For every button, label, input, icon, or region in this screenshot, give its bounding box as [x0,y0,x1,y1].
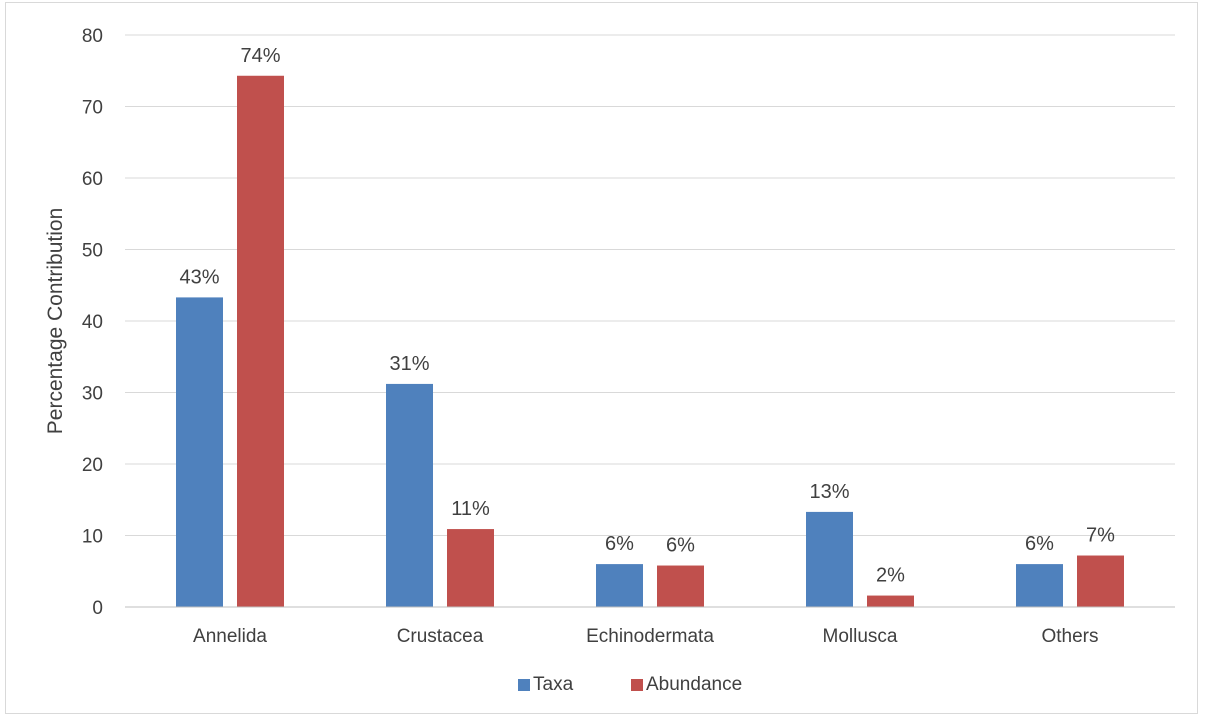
bar-abundance-crustacea [447,529,494,607]
bar-taxa-annelida [176,297,223,607]
data-label: 7% [1086,525,1115,547]
data-label: 43% [179,266,219,288]
bar-taxa-others [1016,564,1063,607]
legend: Taxa Abundance [518,674,742,695]
y-tick-label: 0 [92,598,103,619]
bar-taxa-mollusca [806,511,853,607]
x-category-label: Echinodermata [586,626,714,647]
data-label: 31% [389,353,429,375]
bar-abundance-echinodermata [657,565,704,607]
x-category-label: Annelida [193,626,267,647]
y-tick-label: 10 [82,527,103,548]
legend-swatch-abundance [631,679,643,691]
bars [176,75,1124,607]
data-label: 2% [876,565,905,587]
y-tick-label: 50 [82,241,103,262]
x-category-label: Crustacea [397,626,484,647]
x-axis-categories: Annelida Crustacea Echinodermata Mollusca Ot… [193,626,1098,647]
bar-abundance-mollusca [867,595,914,607]
gridlines [125,34,1175,536]
bar-abundance-others [1077,555,1124,607]
y-axis-title: Percentage Contribution [44,208,67,434]
y-tick-label: 70 [82,98,103,119]
x-category-label: Mollusca [823,626,898,647]
x-category-label: Others [1041,626,1098,647]
data-label: 13% [809,481,849,503]
legend-label-abundance: Abundance [646,674,742,695]
data-label: 11% [451,498,490,520]
data-labels: 43% 74% 31% 11% 6% 6% 13% 2% 6% 7% [179,45,1115,587]
y-axis-ticks: 0 10 20 30 40 50 60 70 80 [82,26,103,619]
y-tick-label: 60 [82,169,103,190]
bar-abundance-annelida [237,75,284,607]
y-tick-label: 40 [82,312,103,333]
bar-taxa-crustacea [386,383,433,607]
legend-label-taxa: Taxa [533,674,574,695]
data-label: 6% [605,533,634,555]
y-tick-label: 20 [82,455,103,476]
data-label: 74% [240,45,280,67]
y-tick-label: 30 [82,384,103,405]
data-label: 6% [666,535,695,557]
bar-taxa-echinodermata [596,564,643,607]
legend-swatch-taxa [518,679,530,691]
data-label: 6% [1025,533,1054,555]
y-tick-label: 80 [82,26,103,47]
